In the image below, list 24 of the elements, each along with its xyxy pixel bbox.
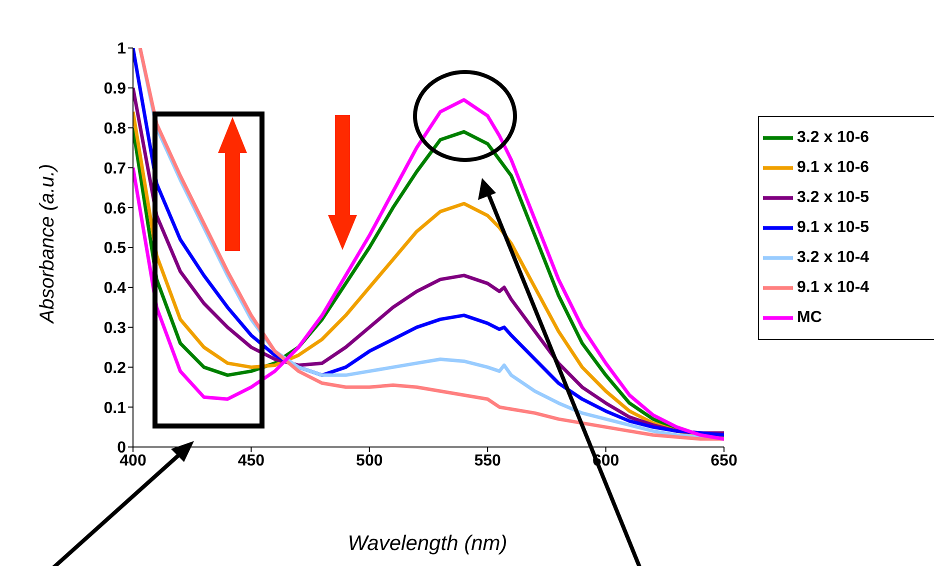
legend-label: 3.2 x 10-4 bbox=[797, 249, 870, 266]
x-axis-title: Wavelength (nm) bbox=[346, 532, 508, 556]
x-tick-label: 400 bbox=[120, 452, 146, 470]
y-tick-label: 0.7 bbox=[104, 160, 126, 178]
legend-label: 3.2 x 10-6 bbox=[797, 129, 870, 146]
y-tick-label: 0.3 bbox=[104, 320, 126, 337]
legend-label: MC bbox=[797, 309, 822, 326]
x-tick-label: 650 bbox=[710, 452, 738, 470]
y-tick-label: 0.5 bbox=[104, 240, 126, 258]
legend-label: 9.1 x 10-4 bbox=[797, 279, 870, 296]
y-tick-label: 0.1 bbox=[104, 400, 126, 417]
y-tick-label: 0.2 bbox=[104, 360, 126, 377]
x-tick-label: 550 bbox=[474, 452, 502, 470]
x-tick-label: 450 bbox=[238, 452, 265, 470]
legend-label: 9.1 x 10-5 bbox=[797, 219, 870, 236]
legend-label: 9.1 x 10-6 bbox=[797, 159, 870, 176]
legend-label: 3.2 x 10-5 bbox=[797, 189, 870, 206]
y-tick-label: 0.9 bbox=[104, 80, 126, 98]
y-tick-label: 0.6 bbox=[104, 200, 126, 218]
y-axis-title: Absorbance (a.u.) bbox=[36, 163, 60, 326]
y-tick-label: 0.4 bbox=[104, 280, 126, 298]
x-tick-label: 500 bbox=[356, 452, 383, 470]
y-tick-label: 0.8 bbox=[104, 120, 126, 138]
y-tick-label: 1 bbox=[117, 40, 126, 58]
